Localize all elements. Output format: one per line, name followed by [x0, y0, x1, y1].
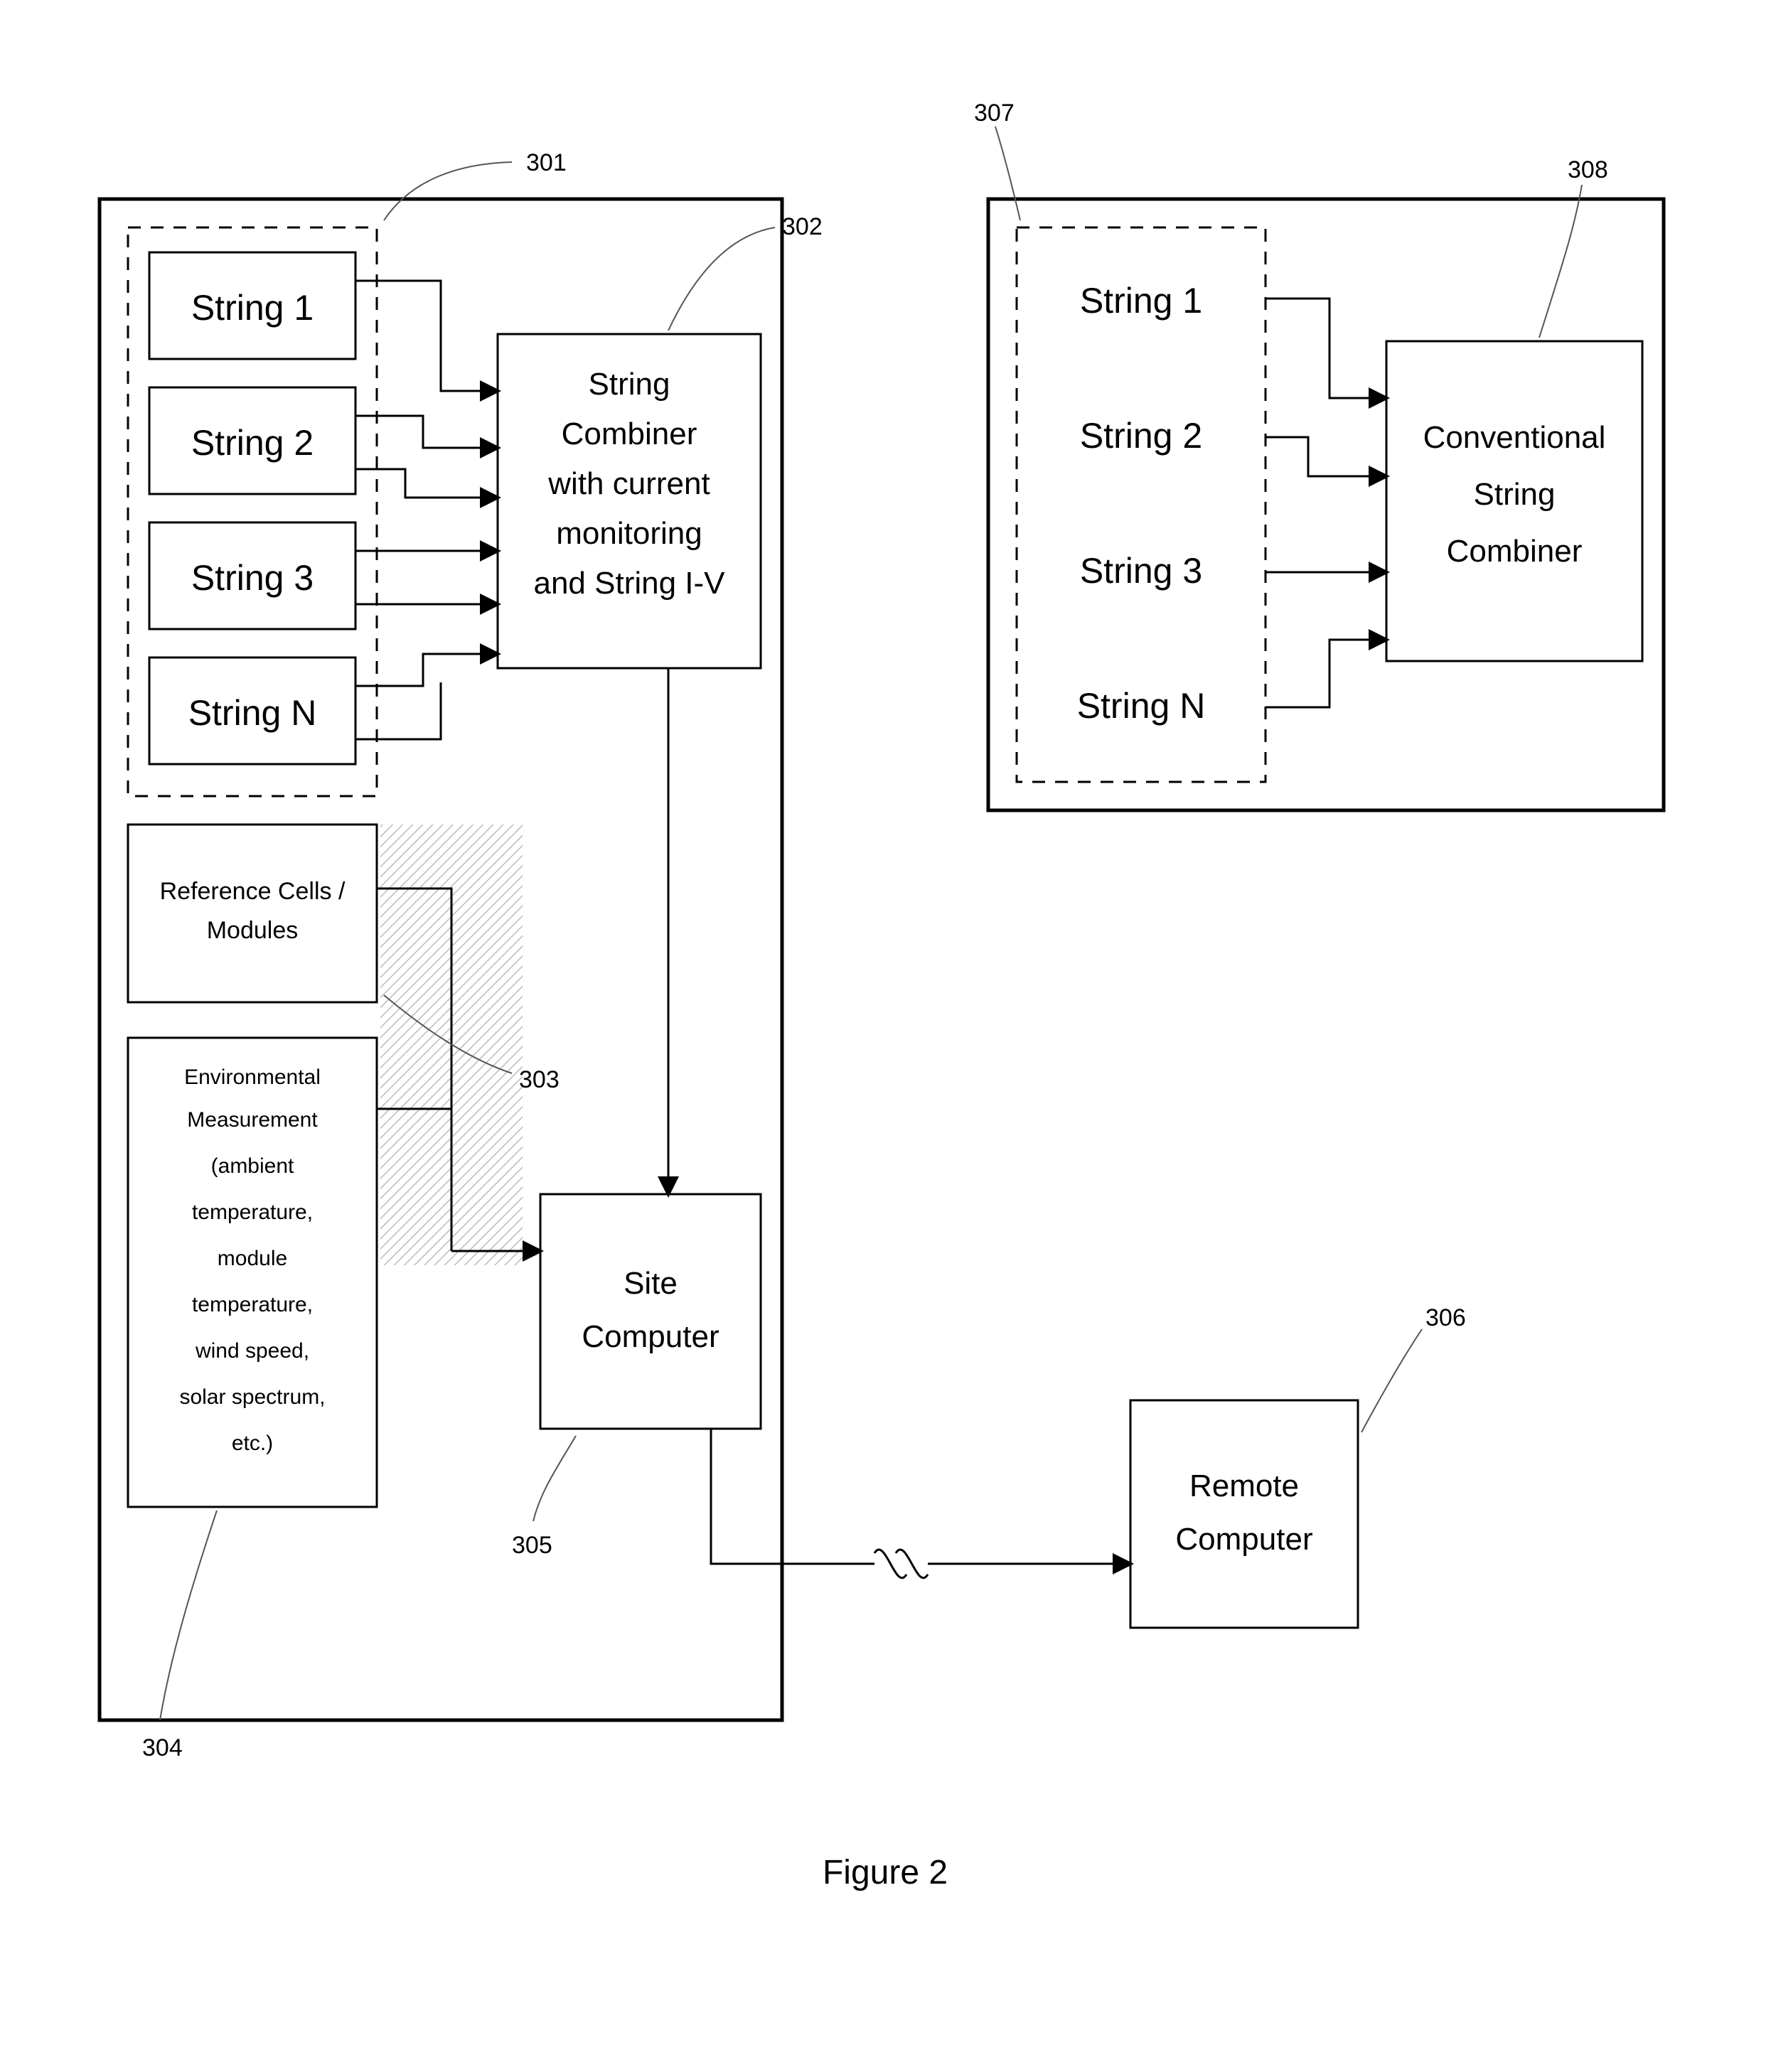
left-string-3-label: String 3: [191, 558, 314, 598]
env-l8: solar spectrum,: [179, 1385, 325, 1409]
left-combiner-l5: and String I-V: [533, 566, 725, 601]
site-computer: Site Computer: [540, 1194, 761, 1429]
remote-l1: Remote: [1189, 1469, 1299, 1503]
arrow-snb-combiner: [355, 682, 441, 739]
ref-303: 303: [519, 1066, 560, 1093]
arrow-rsn: [1266, 640, 1386, 707]
env-l9: etc.): [232, 1432, 273, 1455]
left-combiner-l4: monitoring: [556, 516, 702, 551]
env-l5: module: [218, 1247, 287, 1270]
figure-2-diagram: String 1 String 2 String 3 String N Stri…: [0, 0, 1771, 2072]
site-l1: Site: [624, 1266, 678, 1301]
right-string-2-label: String 2: [1080, 416, 1202, 456]
left-string-3: String 3: [149, 522, 355, 629]
left-string-1-label: String 1: [191, 288, 314, 328]
arrow-rs2: [1266, 437, 1386, 476]
left-string-1: String 1: [149, 252, 355, 359]
left-string-2: String 2: [149, 387, 355, 494]
ref-302: 302: [782, 213, 823, 240]
env-l3: (ambient: [211, 1154, 294, 1178]
remote-l2: Computer: [1175, 1522, 1312, 1557]
remote-computer: Remote Computer: [1130, 1400, 1358, 1628]
figure-label: Figure 2: [823, 1854, 948, 1891]
reference-cells: Reference Cells / Modules: [128, 825, 377, 1002]
right-string-3-label: String 3: [1080, 551, 1202, 591]
ref-308: 308: [1568, 156, 1608, 183]
left-combiner: String Combiner with current monitoring …: [498, 334, 761, 668]
left-combiner-l3: with current: [547, 466, 710, 501]
left-combiner-l1: String: [589, 367, 670, 402]
left-system: String 1 String 2 String 3 String N Stri…: [100, 199, 782, 1720]
right-string-1-label: String 1: [1080, 281, 1202, 321]
ref-305: 305: [512, 1532, 552, 1559]
right-combiner-l1: Conventional: [1423, 420, 1606, 455]
ref-306: 306: [1425, 1304, 1466, 1331]
ref-l2: Modules: [207, 917, 299, 944]
right-combiner: Conventional String Combiner: [1386, 341, 1642, 661]
right-combiner-l3: Combiner: [1447, 534, 1583, 569]
left-string-n: String N: [149, 657, 355, 764]
env-l4: temperature,: [192, 1201, 313, 1224]
link-site-remote: [782, 1550, 1130, 1578]
left-string-n-label: String N: [188, 693, 317, 733]
env-l2: Measurement: [187, 1108, 318, 1132]
site-l2: Computer: [582, 1319, 719, 1354]
env-measurement: Environmental Measurement (ambient tempe…: [128, 1038, 377, 1507]
env-l7: wind speed,: [195, 1339, 309, 1363]
ref-301: 301: [526, 149, 567, 176]
right-combiner-l2: String: [1474, 477, 1556, 512]
right-string-n-label: String N: [1077, 686, 1206, 726]
link-site-out: [711, 1429, 782, 1564]
arrow-rs1: [1266, 299, 1386, 398]
env-l1: Environmental: [184, 1065, 321, 1089]
left-string-2-label: String 2: [191, 423, 314, 463]
ref-307: 307: [974, 100, 1015, 127]
ref-304: 304: [142, 1734, 183, 1761]
env-l6: temperature,: [192, 1293, 313, 1316]
left-combiner-l2: Combiner: [562, 417, 697, 451]
ref-l1: Reference Cells /: [160, 878, 346, 905]
right-system: String 1 String 2 String 3 String N Conv…: [988, 199, 1664, 810]
